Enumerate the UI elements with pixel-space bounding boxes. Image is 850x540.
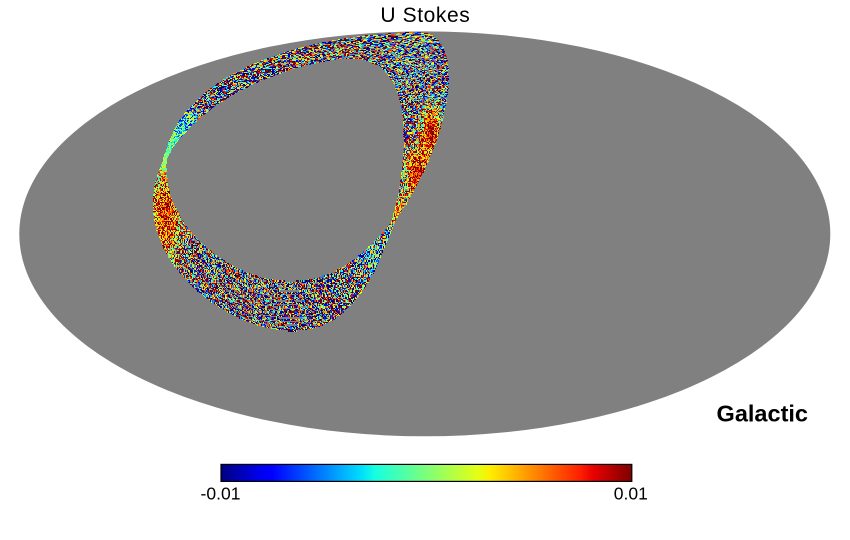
- svg-text:0.01: 0.01: [614, 483, 648, 503]
- svg-text:-0.01: -0.01: [201, 483, 241, 503]
- svg-text:U Stokes: U Stokes: [380, 4, 470, 27]
- svg-text:Galactic: Galactic: [717, 401, 808, 427]
